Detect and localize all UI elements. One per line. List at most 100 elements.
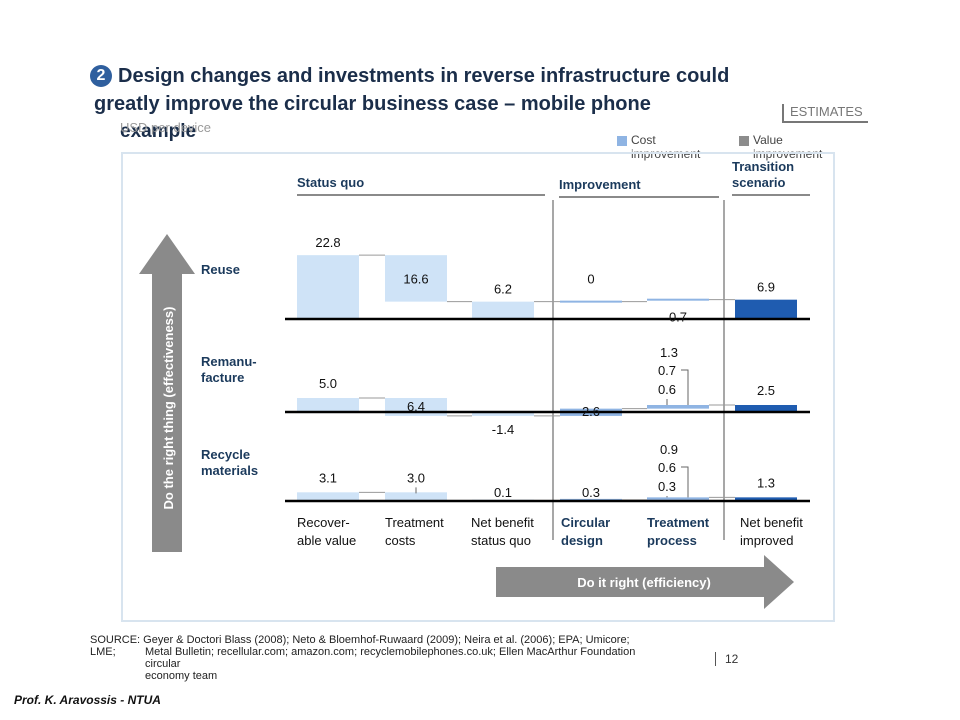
value-label-row2-col5: 1.3 [757, 475, 775, 490]
category-label-treatment-costs: Treatment costs [385, 514, 444, 550]
source-note: SOURCE: Geyer & Doctori Blass (2008); Ne… [90, 634, 710, 682]
category-label-treatment-process: Treatment process [647, 514, 709, 550]
bar-row0-col0 [297, 255, 359, 319]
legend-cost-label-1: Cost [631, 133, 656, 147]
category-5-line1: Net benefit [740, 515, 803, 530]
category-label-net-benefit-improved: Net benefit improved [740, 514, 803, 550]
legend-cost-swatch [617, 136, 627, 146]
bar-row2-col4 [647, 497, 709, 500]
bar-row1-col2 [472, 412, 534, 416]
row-label-remanufacture: Remanu- facture [201, 354, 257, 386]
source-line-4: economy team [145, 670, 218, 682]
category-4-line2: process [647, 533, 697, 548]
bracket-row1-col4 [681, 369, 689, 405]
category-2-line2: status quo [471, 533, 531, 548]
bar-row1-col4 [647, 405, 709, 409]
category-1-line2: costs [385, 533, 416, 548]
category-1-line1: Treatment [385, 515, 444, 530]
row-label-reuse-1: Reuse [201, 262, 241, 277]
category-label-circular-design: Circular design [561, 514, 610, 550]
value-label-row2-col4-total: 0.9 [660, 442, 678, 457]
legend-value-swatch [739, 136, 749, 146]
efficiency-arrow: Do it right (efficiency) [496, 555, 794, 609]
category-label-recoverable-value: Recover- able value [297, 514, 356, 550]
bar-row0-col5 [735, 299, 797, 319]
value-label-row2-col0: 3.1 [319, 470, 337, 485]
slide-title: 2 Design changes and investments in rever… [90, 64, 850, 88]
bar-row0-col2 [472, 301, 534, 319]
row-label-reuse: Reuse [201, 262, 240, 278]
value-label-row1-col1: 6.4 [407, 399, 425, 414]
row-label-reman-2: facture [201, 370, 245, 385]
title-line-3: example [120, 121, 197, 142]
bar-row0-col4 [647, 298, 709, 301]
header-status-quo: Status quo [297, 175, 545, 196]
value-label-row1-col2: -1.4 [492, 422, 514, 437]
bar-row1-col0 [297, 398, 359, 412]
row-label-reman-1: Remanu- [201, 354, 257, 369]
source-line-2b: Metal Bulletin; recellular.com; amazon.c… [145, 646, 636, 658]
source-line-1: SOURCE: Geyer & Doctori Blass (2008); Ne… [90, 634, 630, 646]
category-label-net-benefit-status-quo: Net benefit status quo [471, 514, 534, 550]
title-line-2: greatly improve the circular business ca… [94, 93, 651, 115]
category-0-line2: able value [297, 533, 357, 548]
value-label-row1-col0: 5.0 [319, 376, 337, 391]
bar-row2-col1 [385, 492, 447, 501]
header-improvement: Improvement [559, 177, 719, 198]
subtitle-unit: USD per device [120, 120, 212, 135]
legend-value-label-2: improvement [753, 147, 823, 161]
efficiency-arrow-label: Do it right (efficiency) [577, 575, 711, 590]
value-label-row0-col5: 6.9 [757, 280, 775, 295]
row-label-recycle-1: Recycle [201, 447, 251, 462]
bar-row2-col5 [735, 497, 797, 501]
step-badge: 2 [90, 65, 112, 87]
value-label-row1-col3: 2.6 [582, 404, 600, 419]
source-line-3: circular [145, 658, 181, 670]
legend-cost-label-2: improvement [631, 147, 701, 161]
legend-value-label-1: Value [753, 133, 783, 147]
value-label-row2-col2: 0.1 [494, 485, 512, 500]
estimates-tag: ESTIMATES [782, 104, 868, 123]
effectiveness-arrow-label: Do the right thing (effectiveness) [161, 307, 176, 510]
row-label-recycle-2: materials [201, 463, 259, 478]
category-3-line1: Circular [561, 515, 611, 530]
category-2-line1: Net benefit [471, 515, 534, 530]
value-label-row0-col1: 16.6 [403, 271, 428, 286]
author-footer: Prof. K. Aravossis - NTUA [14, 693, 161, 707]
value-label-row0-col0: 22.8 [315, 235, 340, 250]
title-line-1: Design changes and investments in revers… [118, 65, 730, 87]
effectiveness-arrow-shape [139, 234, 195, 552]
chart-frame [121, 152, 835, 622]
source-line-2: LME; Metal Bulletin; recellular.com; ama… [90, 646, 710, 658]
bar-row2-col0 [297, 492, 359, 501]
value-label-row2-col1: 3.0 [407, 470, 425, 485]
category-5-line2: improved [740, 533, 794, 548]
value-label-row1-col4-part1: 0.7 [658, 363, 676, 378]
value-label-row0-col4: 0.7 [669, 310, 687, 325]
page-number-divider [715, 652, 716, 666]
value-label-row1-col4-part2: 0.6 [658, 382, 676, 397]
category-0-line1: Recover- [297, 515, 350, 530]
bar-row0-col1 [385, 255, 447, 302]
header-transition: Transition scenario [732, 159, 810, 196]
legend-cost: Cost improvement [631, 133, 700, 161]
value-label-row2-col3: 0.3 [582, 485, 600, 500]
value-label-row0-col2: 6.2 [494, 282, 512, 297]
bar-row1-col5 [735, 405, 797, 412]
effectiveness-arrow: Do the right thing (effectiveness) [139, 234, 195, 552]
source-line-2a: LME; [90, 646, 116, 658]
value-label-row1-col4-total: 1.3 [660, 345, 678, 360]
bracket-row2-col4 [681, 466, 689, 498]
efficiency-arrow-shape [496, 555, 794, 609]
value-label-row0-col3: 0 [587, 272, 594, 287]
row-label-recycle: Recycle materials [201, 447, 258, 479]
value-label-row2-col4-part1: 0.6 [658, 460, 676, 475]
category-3-line2: design [561, 533, 603, 548]
value-label-row2-col4-part2: 0.3 [658, 479, 676, 494]
value-label-row1-col5: 2.5 [757, 383, 775, 398]
category-4-line1: Treatment [647, 515, 710, 530]
page-number: 12 [725, 652, 739, 666]
bar-row0-col3 [560, 300, 622, 303]
legend-value: Value improvement [753, 133, 822, 161]
